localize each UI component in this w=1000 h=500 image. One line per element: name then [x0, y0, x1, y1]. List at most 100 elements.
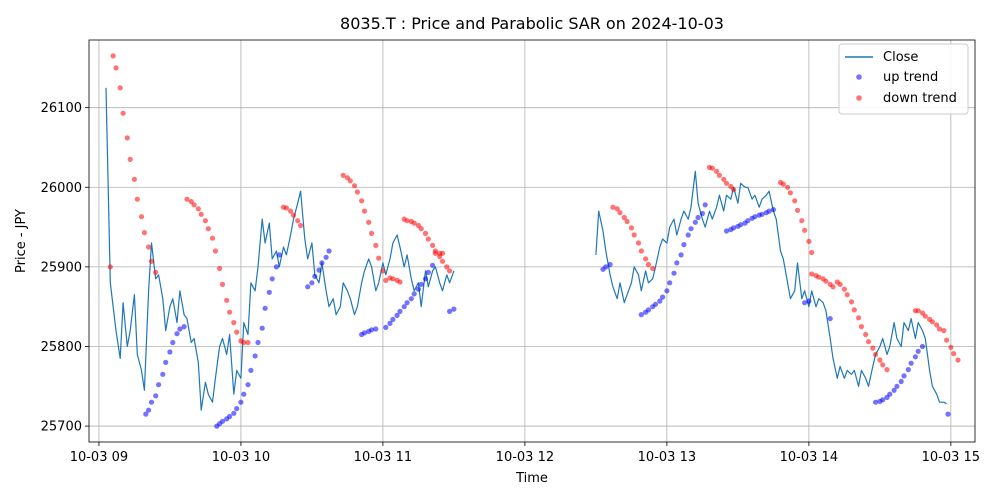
sar-up-point [276, 252, 282, 258]
sar-down-point [806, 238, 812, 244]
sar-down-point [643, 256, 649, 262]
sar-up-point [915, 348, 921, 354]
sar-down-point [809, 249, 815, 256]
sar-up-point [411, 291, 417, 297]
sar-up-point [770, 207, 777, 213]
sar-up-point [738, 222, 744, 228]
sar-up-point [383, 324, 389, 330]
sar-up-point [156, 382, 162, 388]
sar-down-point [631, 232, 637, 238]
sar-down-point [361, 208, 368, 214]
sar-down-point [397, 279, 403, 285]
sar-down-point [816, 274, 822, 280]
sar-up-point [255, 339, 261, 346]
sar-down-point [148, 258, 155, 264]
sar-up-point [305, 284, 311, 290]
legend-box [838, 43, 969, 115]
sar-down-point [191, 202, 197, 208]
sar-down-point [383, 277, 389, 283]
sar-up-point [887, 391, 893, 397]
chart-title: 8035.T : Price and Parabolic SAR on 2024… [340, 14, 724, 33]
sar-up-point [143, 411, 149, 417]
x-tick-label: 10-03 13 [638, 450, 696, 465]
sar-up-point [252, 353, 258, 359]
sar-up-point [238, 399, 244, 405]
sar-down-point [794, 207, 801, 213]
sar-down-point [439, 250, 446, 256]
sar-up-point [269, 276, 275, 282]
sar-down-point [347, 178, 353, 184]
sar-down-point [723, 180, 730, 186]
sar-down-point [621, 214, 627, 221]
sar-down-point [138, 214, 145, 220]
sar-down-point [792, 198, 798, 204]
sar-down-point [224, 297, 230, 303]
sar-up-point [273, 264, 279, 270]
sar-down-point [376, 255, 382, 261]
sar-down-point [851, 307, 857, 313]
sar-up-point [373, 326, 379, 332]
sar-up-point [369, 327, 375, 333]
sar-down-point [884, 367, 890, 373]
axis-ticks: 10-03 09 10-03 10 10-03 11 10-03 12 10-03 13… [41, 101, 980, 465]
sar-up-point [425, 269, 431, 275]
sar-down-point [245, 339, 251, 346]
sar-up-point [688, 226, 694, 232]
sar-down-point [638, 248, 644, 254]
sar-up-point [163, 359, 169, 365]
sar-down-point [617, 210, 623, 216]
sar-down-point [880, 362, 886, 368]
sar-up-point [231, 410, 237, 416]
close-price-line [595, 170, 947, 405]
sar-up-point [219, 418, 226, 424]
sar-up-point [695, 214, 701, 221]
x-tick-label: 10-03 14 [780, 450, 838, 465]
sar-up-point [447, 308, 453, 314]
sar-up-point [919, 343, 926, 350]
sar-down-point [841, 286, 848, 292]
sar-down-point [863, 331, 869, 338]
sar-up-point [945, 411, 951, 417]
sar-up-point [901, 373, 907, 379]
sar-up-point [262, 305, 268, 311]
sar-up-point [160, 371, 166, 377]
sar-up-point [657, 298, 663, 304]
sar-down-point [131, 176, 137, 182]
sar-up-point [319, 260, 325, 266]
sar-down-point [787, 190, 794, 196]
sar-down-point [153, 269, 159, 275]
sar-up-point [167, 349, 173, 355]
sar-down-point [198, 211, 204, 217]
sar-down-point [430, 242, 436, 248]
sar-down-point [217, 265, 223, 272]
sar-down-point [354, 189, 360, 195]
sar-up-point [148, 399, 155, 405]
sar-down-point [295, 218, 301, 224]
sar-down-point [195, 206, 201, 212]
sar-up-point [387, 320, 393, 326]
sar-down-point [624, 218, 630, 225]
sar-up-point [731, 225, 737, 231]
sar-up-point [752, 214, 758, 220]
sar-up-point [408, 296, 414, 302]
sar-up-point [234, 406, 240, 412]
x-axis-title: Time [515, 471, 548, 486]
x-tick-label: 10-03 15 [922, 450, 980, 465]
sar-up-point [674, 260, 680, 266]
sar-down-point [380, 268, 386, 274]
sar-down-point [146, 244, 152, 250]
sar-up-point [802, 300, 808, 306]
sar-down-point [418, 226, 424, 232]
legend-label-close: Close [883, 50, 918, 65]
sar-down-point [366, 219, 372, 225]
sar-down-point [141, 230, 147, 236]
sar-up-point [685, 232, 691, 238]
sar-down-point [227, 309, 233, 315]
sar-down-point [870, 345, 876, 351]
sar-down-point [873, 351, 879, 357]
sar-up-point [390, 316, 396, 322]
sar-down-point [628, 225, 635, 231]
sar-down-point [241, 339, 247, 346]
sar-up-point [671, 270, 677, 276]
sar-up-point [873, 399, 879, 405]
